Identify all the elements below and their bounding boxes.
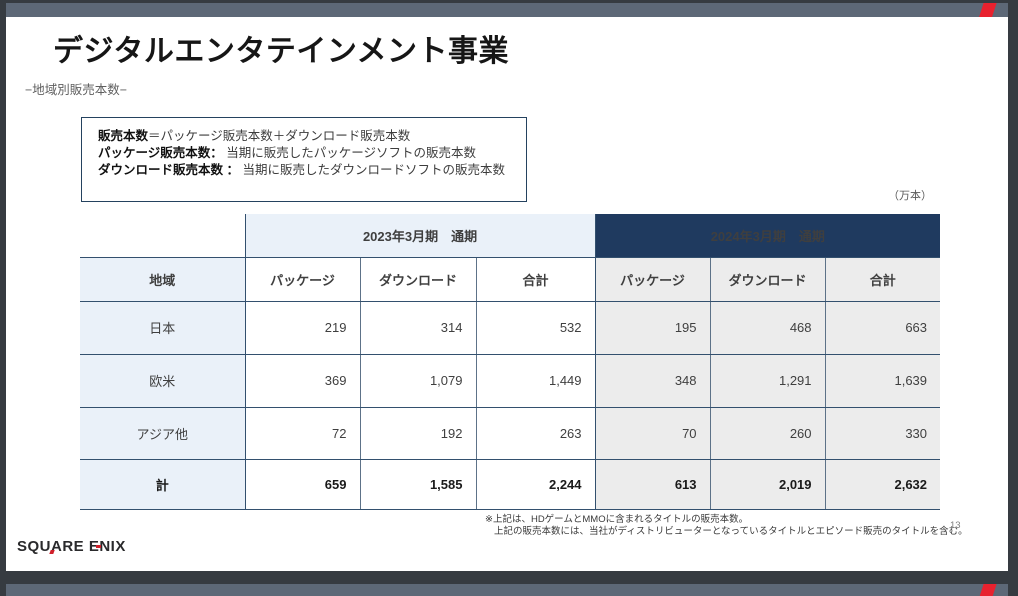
value-cell: 330 <box>824 407 941 460</box>
value-cell: 348 <box>594 354 711 408</box>
value-cell: 2,244 <box>475 459 596 510</box>
regional-sales-table: 2023年3月期 通期 2024年3月期 通期 地域 パッケージ ダウンロード … <box>80 214 941 510</box>
table-row-japan: 日本 219 314 532 195 468 663 <box>80 301 941 355</box>
slide: デジタルエンタテインメント事業 −地域別販売本数− 販売本数＝パッケージ販売本数… <box>6 17 1008 571</box>
definition-line: 販売本数＝パッケージ販売本数＋ダウンロード販売本数 <box>98 129 411 143</box>
definition-line: ダウンロード販売本数 ： 当期に販売したダウンロードソフトの販売本数 <box>98 163 505 177</box>
value-cell: 195 <box>594 301 711 355</box>
value-cell: 1,585 <box>359 459 476 510</box>
table-row-west: 欧米 369 1,079 1,449 348 1,291 1,639 <box>80 354 941 408</box>
value-cell: 532 <box>475 301 596 355</box>
footnote-line: ※上記は、HDゲームとMMOに含まれるタイトルの販売本数。 <box>485 514 749 525</box>
region-label: 欧米 <box>80 354 245 408</box>
unit-label: （万本） <box>888 190 932 202</box>
footnote-line: 上記の販売本数には、当社がディストリビューターとなっているタイトルとエピソード販… <box>494 526 968 537</box>
square-enix-logo-text: SQUARE ENIX <box>17 538 126 555</box>
value-cell: 369 <box>244 354 360 408</box>
value-cell: 468 <box>709 301 826 355</box>
region-label: 計 <box>80 459 245 510</box>
page-number: 13 <box>950 520 961 531</box>
red-slash-icon <box>977 584 998 596</box>
footnote: ※上記は、HDゲームとMMOに含まれるタイトルの販売本数。 上記の販売本数には、… <box>485 514 968 538</box>
next-slide-band <box>6 584 1008 596</box>
col-header-download-2024: ダウンロード <box>709 257 826 302</box>
page-title: デジタルエンタテインメント事業 <box>53 35 509 68</box>
corner-cell <box>80 214 245 258</box>
period-header-fy2024: 2024年3月期 通期 <box>594 214 941 258</box>
col-header-package-2024: パッケージ <box>594 257 711 302</box>
table-row-total: 計 659 1,585 2,244 613 2,019 2,632 <box>80 459 941 510</box>
column-header-row: 地域 パッケージ ダウンロード 合計 パッケージ ダウンロード 合計 <box>80 257 941 302</box>
value-cell: 70 <box>594 407 711 460</box>
slide-header-band <box>6 3 1008 17</box>
value-cell: 1,291 <box>709 354 826 408</box>
value-cell: 1,639 <box>824 354 941 408</box>
value-cell: 260 <box>709 407 826 460</box>
value-cell: 2,632 <box>824 459 941 510</box>
value-cell: 1,079 <box>359 354 476 408</box>
value-cell: 219 <box>244 301 360 355</box>
col-header-total-2023: 合計 <box>475 257 596 302</box>
definition-line: パッケージ販売本数： 当期に販売したパッケージソフトの販売本数 <box>98 146 476 160</box>
region-label: アジア他 <box>80 407 245 460</box>
value-cell: 263 <box>475 407 596 460</box>
square-enix-logo: SQUARE ENIX <box>17 538 126 555</box>
red-slash-icon <box>977 3 998 17</box>
table-row-asia: アジア他 72 192 263 70 260 330 <box>80 407 941 460</box>
col-header-total-2024: 合計 <box>824 257 941 302</box>
value-cell: 1,449 <box>475 354 596 408</box>
value-cell: 2,019 <box>709 459 826 510</box>
col-header-download-2023: ダウンロード <box>359 257 476 302</box>
value-cell: 314 <box>359 301 476 355</box>
period-header-fy2023: 2023年3月期 通期 <box>244 214 596 258</box>
slide-subtitle: −地域別販売本数− <box>25 83 128 97</box>
value-cell: 192 <box>359 407 476 460</box>
logo-red-accent-icon <box>96 545 101 548</box>
period-header-row: 2023年3月期 通期 2024年3月期 通期 <box>80 214 941 258</box>
region-label: 日本 <box>80 301 245 355</box>
value-cell: 613 <box>594 459 711 510</box>
value-cell: 659 <box>244 459 360 510</box>
col-header-package-2023: パッケージ <box>244 257 360 302</box>
value-cell: 72 <box>244 407 360 460</box>
definition-box: 販売本数＝パッケージ販売本数＋ダウンロード販売本数 パッケージ販売本数： 当期に… <box>81 117 527 202</box>
value-cell: 663 <box>824 301 941 355</box>
region-header: 地域 <box>80 257 245 302</box>
